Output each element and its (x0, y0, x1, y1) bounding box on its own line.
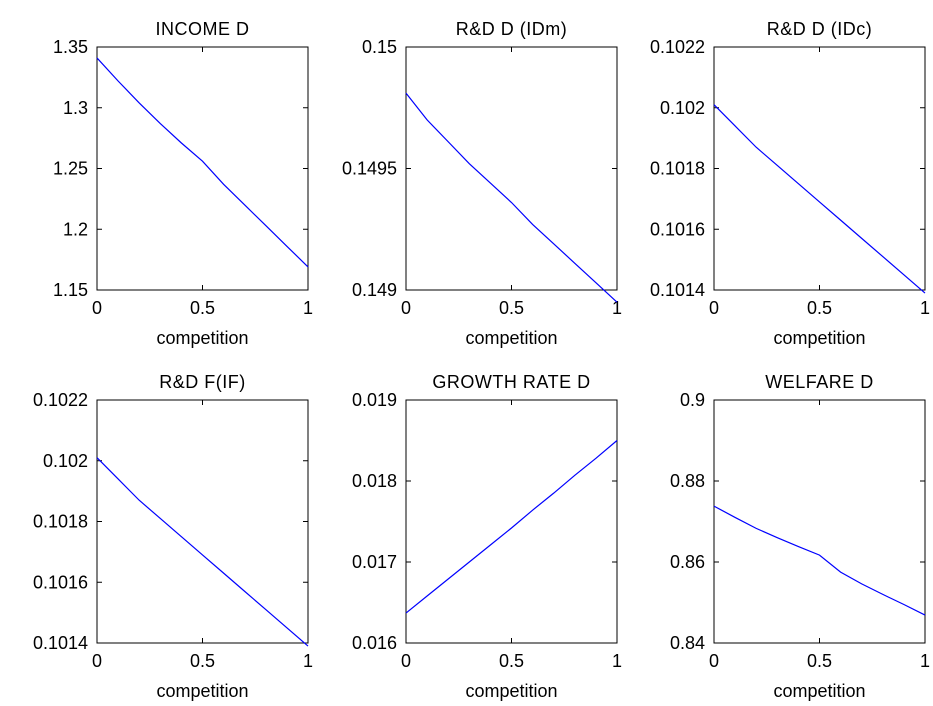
x-axis-label: competition (773, 681, 865, 701)
y-tick-label: 1.3 (63, 98, 88, 118)
y-tick-label: 0.1018 (33, 512, 88, 532)
x-tick-label: 0.5 (807, 651, 832, 671)
series-line (713, 104, 926, 294)
subplot-2: R&D D (IDm) competition 0 0.5 1 0.149 0.1495 0.… (342, 19, 622, 348)
series-line (405, 440, 618, 614)
y-tick-label: 1.35 (53, 37, 88, 57)
x-axis-label: competition (465, 681, 557, 701)
x-tick-label: 1 (612, 298, 622, 318)
subplot-4: R&D F(IF) competition 0 0.5 1 0.1014 0.1016 0.1… (33, 372, 313, 701)
y-tick-label: 0.149 (352, 280, 397, 300)
x-tick-label: 0 (709, 651, 719, 671)
x-axis-label: competition (156, 681, 248, 701)
x-tick-label: 0.5 (807, 298, 832, 318)
axes-box (96, 399, 309, 644)
x-axis-label: competition (773, 328, 865, 348)
x-tick-label: 0 (92, 651, 102, 671)
y-tick-label: 1.2 (63, 219, 88, 239)
axes-box (713, 46, 926, 291)
x-tick-label: 1 (303, 651, 313, 671)
x-tick-label: 0 (92, 298, 102, 318)
x-tick-label: 0.5 (499, 651, 524, 671)
x-axis-label: competition (465, 328, 557, 348)
y-tick-label: 0.1022 (33, 390, 88, 410)
subplot-5: GROWTH RATE D competition 0 0.5 1 0.016 0.017 0… (352, 372, 622, 701)
y-tick-label: 0.016 (352, 633, 397, 653)
axes-box (713, 399, 926, 644)
y-tick-label: 0.1495 (342, 159, 397, 179)
x-tick-label: 1 (612, 651, 622, 671)
subplot-6: WELFARE D competition 0 0.5 1 0.84 0.86 0.88 0.9 (670, 372, 930, 701)
y-tick-label: 0.88 (670, 471, 705, 491)
x-tick-label: 0 (401, 298, 411, 318)
chart-title: INCOME D (156, 19, 250, 39)
x-tick-label: 0 (401, 651, 411, 671)
y-tick-label: 0.1022 (650, 37, 705, 57)
y-tick-label: 0.019 (352, 390, 397, 410)
chart-title: R&D F(IF) (159, 372, 245, 392)
x-tick-label: 0 (709, 298, 719, 318)
x-tick-label: 1 (920, 298, 930, 318)
series-line (96, 457, 309, 647)
y-tick-label: 0.102 (660, 98, 705, 118)
chart-title: GROWTH RATE D (432, 372, 590, 392)
chart-title: R&D D (IDc) (767, 19, 873, 39)
chart-title: R&D D (IDm) (456, 19, 568, 39)
y-tick-label: 0.15 (362, 37, 397, 57)
y-tick-label: 0.018 (352, 471, 397, 491)
y-tick-label: 0.1016 (33, 572, 88, 592)
x-tick-label: 1 (303, 298, 313, 318)
x-tick-label: 0.5 (190, 298, 215, 318)
x-axis-label: competition (156, 328, 248, 348)
y-tick-label: 0.1014 (33, 633, 88, 653)
axes-box (405, 399, 618, 644)
y-tick-label: 1.15 (53, 280, 88, 300)
subplot-1: INCOME D competition 0 0.5 1 1.15 1.2 1.25 1.3 1.… (53, 19, 313, 348)
y-tick-label: 0.1016 (650, 219, 705, 239)
series-line (713, 505, 926, 616)
y-tick-label: 0.102 (43, 451, 88, 471)
series-line (405, 92, 618, 303)
y-tick-label: 0.017 (352, 552, 397, 572)
y-tick-label: 0.1018 (650, 159, 705, 179)
x-tick-label: 0.5 (190, 651, 215, 671)
x-tick-label: 0.5 (499, 298, 524, 318)
y-tick-label: 0.86 (670, 552, 705, 572)
y-tick-label: 1.25 (53, 159, 88, 179)
series-line (96, 57, 309, 268)
y-tick-label: 0.9 (680, 390, 705, 410)
y-tick-label: 0.1014 (650, 280, 705, 300)
x-tick-label: 1 (920, 651, 930, 671)
y-tick-label: 0.84 (670, 633, 705, 653)
axes-box (96, 46, 309, 291)
chart-title: WELFARE D (765, 372, 874, 392)
subplot-3: R&D D (IDc) competition 0 0.5 1 0.1014 0.1016 0… (650, 19, 930, 348)
axes-box (405, 46, 618, 291)
